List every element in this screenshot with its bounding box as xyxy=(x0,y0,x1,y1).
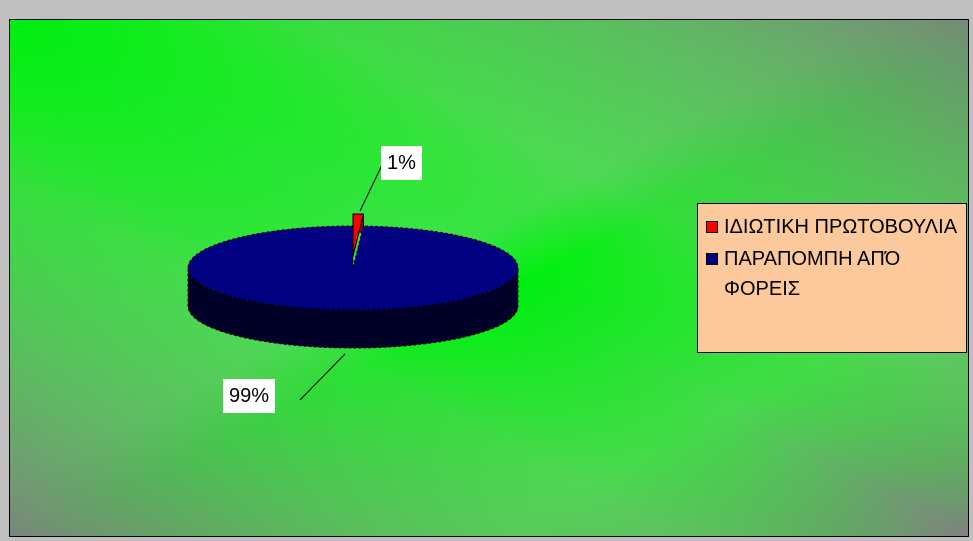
leader-line-99 xyxy=(299,353,346,401)
data-label-1: 1% xyxy=(381,146,422,180)
leader-line-1 xyxy=(359,162,384,212)
chart-area: 1% 99% ΙΔΙΩΤΙΚΗ ΠΡΩΤΟΒΟΥΛΙΑ ΠΑΡΑΠΟΜΠΗ ΑΠ… xyxy=(9,19,969,537)
pie-slice-1 xyxy=(187,225,519,311)
legend: ΙΔΙΩΤΙΚΗ ΠΡΩΤΟΒΟΥΛΙΑ ΠΑΡΑΠΟΜΠΗ ΑΠΌ ΦΟΡΕΙ… xyxy=(697,203,967,353)
legend-swatch-red xyxy=(706,221,718,233)
data-label-99: 99% xyxy=(223,379,276,413)
pie-side-1 xyxy=(187,267,519,349)
legend-item-referral: ΠΑΡΑΠΟΜΠΗ ΑΠΌ ΦΟΡΕΙΣ xyxy=(706,244,958,304)
legend-swatch-navy xyxy=(706,253,718,265)
legend-item-private-initiative: ΙΔΙΩΤΙΚΗ ΠΡΩΤΟΒΟΥΛΙΑ xyxy=(706,212,958,242)
legend-label: ΙΔΙΩΤΙΚΗ ΠΡΩΤΟΒΟΥΛΙΑ xyxy=(724,216,958,238)
pie-slice-0 xyxy=(352,213,365,257)
legend-label: ΠΑΡΑΠΟΜΠΗ ΑΠΌ ΦΟΡΕΙΣ xyxy=(724,248,901,300)
